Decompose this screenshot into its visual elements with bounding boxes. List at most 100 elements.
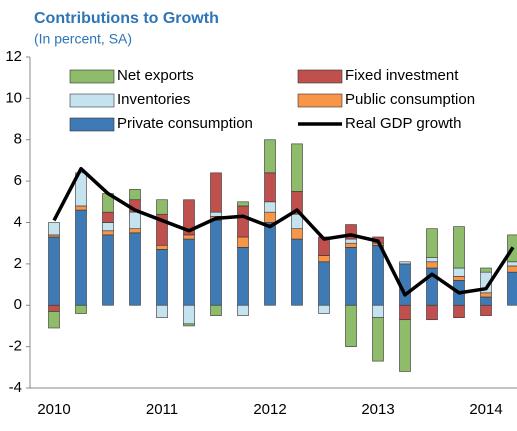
x-tick-label: 2011 [146,401,178,418]
bar-segment [75,205,87,211]
bar-segment [48,234,60,238]
bar-segment [426,228,438,258]
bar-segment [264,172,276,203]
y-tick-label: 0 [14,296,22,313]
chart-title: Contributions to Growth [34,10,219,27]
bar-segment [129,211,141,230]
legend-swatch [297,69,343,84]
bar-segment [129,228,141,234]
bar-segment [264,222,276,306]
bar-segment [426,304,438,321]
gdp-line [52,166,515,297]
bar-segment [318,304,330,314]
bar-segment [210,304,222,316]
bar-segment [507,261,517,267]
bar-segment [183,199,195,236]
y-tick-label: -4 [9,379,22,396]
bar-segment [102,211,114,223]
bar-segment [291,143,303,192]
legend-swatch [69,69,115,84]
bar-segment [183,238,195,306]
y-tick-label: 8 [14,131,22,148]
bar-segment [183,304,195,325]
bar-segment [237,205,249,238]
bar-segment [102,234,114,306]
legend-swatch [69,93,115,108]
bar-segment [345,304,357,347]
bar-segment [237,236,249,248]
legend-label: Real GDP growth [345,115,461,132]
bar-segment [453,226,465,269]
bar-segment [75,209,87,306]
bar-segment [453,275,465,281]
bar-segment [345,247,357,306]
bar-segment [129,189,141,201]
bar-segment [453,267,465,277]
bar-segment [426,257,438,263]
bar-segment [210,211,222,217]
bar-segment [507,265,517,273]
bar-segment [48,311,60,329]
bar-segment [264,139,276,174]
legend-label: Private consumption [117,115,253,132]
bar-segment [237,247,249,306]
bar-segment [156,249,168,306]
bar-segment [399,319,411,372]
bar-segment [129,232,141,306]
legend-swatch [69,117,115,132]
y-tick-label: 4 [14,213,22,230]
legend-label: Public consumption [345,91,475,108]
y-tick-label: 10 [5,89,22,106]
bar-segment [210,172,222,213]
bar-segment [372,304,384,318]
y-tick-label: 12 [5,48,22,65]
bar-segment [399,304,411,321]
bar-segment [399,261,411,265]
bar-segment [48,222,60,236]
bar-segment [345,238,357,244]
bar-segment [372,317,384,362]
bar-segment [507,271,517,306]
bar-segment [480,292,492,298]
bar-segment [480,267,492,273]
x-tick-label: 2012 [253,401,286,418]
y-tick-label: 2 [14,255,22,272]
x-tick-label: 2014 [469,401,502,418]
bar-segment [183,234,195,240]
legend-swatch [297,93,343,108]
bar-segment [318,261,330,306]
bar-segment [183,323,195,327]
bar-segment [480,296,492,306]
bar-segment [291,228,303,240]
bar-segment [426,261,438,269]
bar-segment [75,172,87,207]
bar-segment [453,304,465,318]
bar-segment [48,236,60,306]
legend-label: Inventories [117,91,190,108]
y-tick-label: 6 [14,172,22,189]
bar-segment [345,224,357,240]
bar-segment [291,238,303,306]
bar-segment [264,211,276,223]
bar-segment [75,304,87,314]
bar-segment [210,220,222,306]
legend-label: Net exports [117,67,194,84]
chart-subtitle: (In percent, SA) [34,31,132,47]
bar-segment [102,222,114,232]
bar-segment [345,242,357,248]
y-tick-label: -2 [9,338,22,355]
bar-segment [156,304,168,318]
x-tick-label: 2010 [37,401,70,418]
bar-segment [237,201,249,207]
bar-segment [480,304,492,316]
bar-segment [102,230,114,236]
bar-segment [237,304,249,316]
bar-segment [156,199,168,215]
x-tick-label: 2013 [361,401,394,418]
bar-segment [48,304,60,312]
bar-segment [156,244,168,250]
legend-label: Fixed investment [345,67,459,84]
bar-segment [318,255,330,263]
bar-segment [264,201,276,213]
